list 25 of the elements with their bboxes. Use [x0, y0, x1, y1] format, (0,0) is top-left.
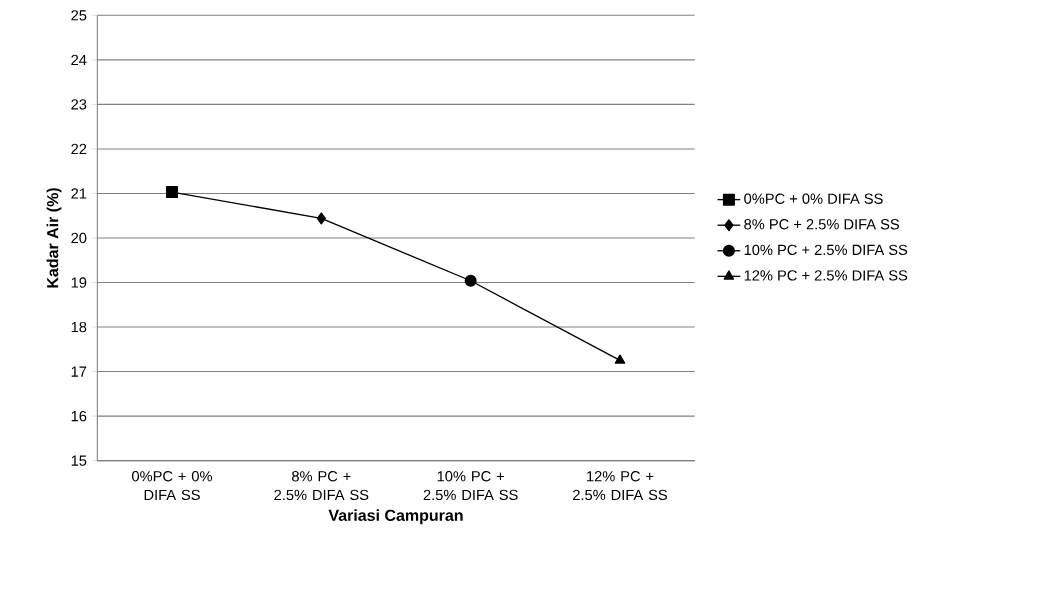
- y-tick-label: 23: [71, 99, 87, 110]
- legend-label: 10% PC + 2.5% DIFA SS: [744, 244, 908, 256]
- y-tick-label: 18: [71, 321, 87, 333]
- y-tick-label: 15: [71, 455, 87, 466]
- y-tick-label: 24: [71, 54, 87, 65]
- legend-label: 8% PC + 2.5% DIFA SS: [744, 219, 900, 230]
- y-tick-label: 17: [71, 366, 87, 377]
- legend-label: 12% PC + 2.5% DIFA SS: [744, 270, 908, 281]
- legend-label: 0%PC + 0% DIFA SS: [744, 193, 883, 204]
- x-tick-label: 8% PC + 2.5% DIFA SS: [274, 471, 369, 501]
- y-axis-title: Kadar Air (%): [46, 188, 62, 288]
- point: [166, 186, 179, 199]
- y-tick-label: 16: [71, 410, 87, 422]
- y-tick-label: 20: [71, 232, 87, 244]
- x-tick-label: 10% PC + 2.5% DIFA SS: [423, 471, 518, 501]
- y-tick-label: 25: [71, 10, 87, 21]
- x-tick-label: 0%PC + 0% DIFA SS: [132, 471, 213, 501]
- y-tick-label: 21: [71, 188, 87, 199]
- point: [464, 274, 477, 287]
- x-axis-title: Variasi Campuran: [328, 509, 463, 525]
- point: [316, 212, 327, 225]
- point: [614, 354, 626, 364]
- x-tick-label: 12% PC + 2.5% DIFA SS: [573, 471, 667, 501]
- y-tick-label: 22: [71, 143, 87, 155]
- y-tick-label: 19: [71, 277, 87, 288]
